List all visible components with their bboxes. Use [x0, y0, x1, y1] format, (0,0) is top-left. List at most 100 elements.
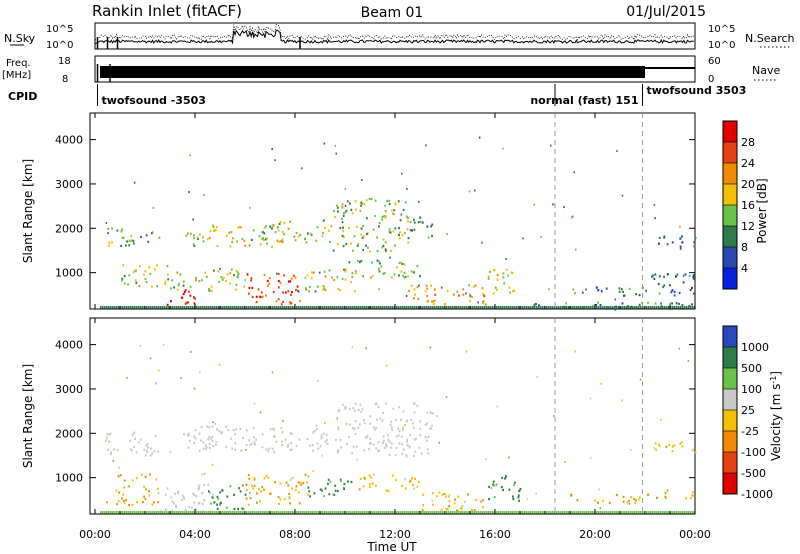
- echo-cell: [618, 511, 620, 514]
- echo-cell: [255, 492, 258, 495]
- echo-cell: [357, 259, 359, 263]
- echo-cell: [468, 284, 470, 287]
- echo-cell: [153, 268, 156, 271]
- echo-cell: [172, 511, 174, 514]
- echo-cell: [582, 307, 585, 310]
- echo-cell: [452, 511, 454, 514]
- right-tick-nave-bottom: 0: [708, 74, 714, 85]
- echo-cell: [426, 287, 429, 290]
- echo-cell: [350, 208, 353, 211]
- echo-cell: [430, 284, 433, 287]
- echo-cell: [400, 511, 402, 514]
- echo-cell: [208, 435, 211, 439]
- colorbar-tick-label: 500: [741, 362, 762, 375]
- echo-cell: [620, 306, 622, 309]
- echo-cell: [333, 210, 335, 213]
- echo-cell: [414, 293, 416, 296]
- echo-cell: [287, 280, 290, 283]
- echo-cell: [618, 290, 621, 293]
- echo-cell: [370, 441, 372, 445]
- echo-cell: [133, 181, 136, 184]
- echo-cell: [431, 499, 433, 502]
- echo-cell: [208, 289, 211, 292]
- echo-cell: [520, 511, 522, 514]
- echo-cell: [442, 511, 444, 514]
- echo-cell: [214, 511, 216, 514]
- echo-cell: [230, 511, 232, 514]
- echo-cell: [693, 245, 696, 248]
- echo-cell: [110, 451, 113, 454]
- echo-cell: [329, 240, 331, 243]
- echo-cell: [265, 238, 267, 241]
- echo-cell: [426, 306, 428, 309]
- echo-cell: [352, 511, 354, 514]
- echo-cell: [385, 445, 388, 448]
- echo-cell: [152, 206, 155, 209]
- echo-cell: [562, 306, 564, 309]
- echo-cell: [406, 511, 408, 514]
- echo-cell: [392, 511, 394, 514]
- echo-cell: [271, 447, 274, 450]
- echo-cell: [166, 511, 168, 514]
- echo-cell: [398, 430, 401, 433]
- echo-cell: [662, 306, 664, 309]
- echo-cell: [360, 201, 363, 204]
- echo-cell: [416, 511, 418, 514]
- echo-cell: [318, 306, 320, 309]
- echo-cell: [292, 511, 294, 514]
- echo-cell: [102, 511, 104, 514]
- echo-cell: [605, 287, 608, 290]
- echo-cell: [112, 306, 114, 309]
- colorbar-tick-label: -1000: [741, 488, 773, 501]
- echo-cell: [314, 306, 316, 309]
- echo-cell: [368, 197, 371, 200]
- echo-cell: [200, 511, 202, 514]
- echo-cell: [108, 433, 110, 436]
- echo-cell: [298, 502, 301, 505]
- echo-cell: [410, 284, 413, 287]
- echo-cell: [412, 402, 415, 405]
- echo-cell: [188, 432, 190, 435]
- echo-cell: [211, 493, 214, 496]
- echo-cell: [190, 506, 193, 509]
- echo-cell: [211, 496, 214, 499]
- echo-cell: [548, 288, 550, 291]
- counts-traces: [94, 24, 695, 49]
- echo-cell: [586, 306, 588, 309]
- echo-cell: [107, 448, 109, 451]
- echo-cell: [392, 474, 394, 477]
- echo-cell: [128, 504, 130, 507]
- echo-cell: [581, 291, 584, 294]
- echo-cell: [548, 306, 550, 309]
- echo-cell: [146, 443, 149, 446]
- echo-cell: [344, 406, 346, 409]
- echo-cell: [392, 407, 395, 410]
- echo-cell: [302, 306, 304, 309]
- echo-cell: [203, 484, 206, 487]
- echo-cell: [305, 241, 308, 244]
- echo-cell: [476, 306, 478, 309]
- echo-cell: [368, 474, 371, 477]
- echo-cell: [155, 478, 158, 481]
- echo-cell: [383, 446, 386, 449]
- echo-cell: [403, 271, 406, 274]
- echo-cell: [306, 437, 309, 441]
- echo-cell: [129, 448, 132, 451]
- echo-cell: [331, 276, 333, 279]
- echo-cell: [234, 448, 237, 451]
- echo-cell: [351, 275, 354, 279]
- echo-cell: [237, 272, 240, 275]
- echo-cell: [428, 511, 430, 514]
- echo-cell: [434, 293, 437, 296]
- echo-cell: [692, 277, 695, 280]
- echo-cell: [134, 306, 136, 309]
- echo-cell: [194, 429, 197, 432]
- echo-cell: [535, 303, 537, 305]
- echo-cell: [691, 491, 694, 494]
- echo-cell: [418, 200, 420, 203]
- echo-cell: [584, 511, 586, 514]
- echo-cell: [407, 241, 410, 244]
- echo-cell: [249, 443, 252, 447]
- echo-cell: [304, 511, 306, 514]
- echo-cell: [678, 291, 681, 294]
